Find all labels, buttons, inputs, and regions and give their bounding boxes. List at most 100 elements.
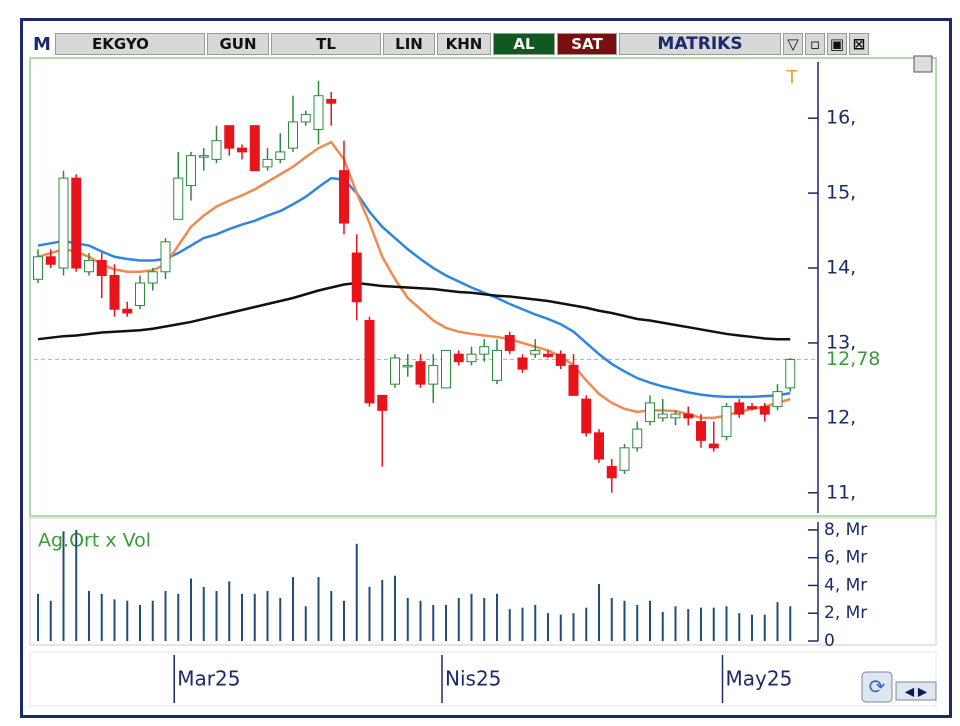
volume-bar [763,614,766,641]
candle-body [96,260,107,277]
candle-body [351,252,362,303]
volume-bar [457,597,460,641]
candle-body [147,271,158,284]
candle-body [632,428,643,449]
volume-bar [113,599,116,641]
refresh-button[interactable] [861,671,893,703]
y-tick-label: 8, Mr [824,520,867,540]
volume-bar [151,600,154,641]
candle-body [84,260,94,273]
last-price-label: 12,78 [826,348,880,370]
panel-button[interactable] [913,55,933,73]
scroll-buttons[interactable] [895,681,937,701]
volume-bar [330,591,333,641]
y-tick-label: 16, [826,107,856,129]
candle-body [262,158,273,168]
maximize-button[interactable]: ▣ [827,33,847,55]
refresh-icon: ⟳ [869,675,886,699]
candle-body [339,170,349,224]
candle-body [530,349,541,355]
volume-bar [470,593,473,641]
scale-button[interactable]: LIN [383,33,435,55]
volume-bar [100,593,103,641]
volume-bar [355,543,358,641]
volume-bar [228,581,231,641]
volume-bar [202,586,205,641]
candle-body [683,413,694,419]
symbol[interactable]: EKGYO [55,33,205,55]
candle-body [657,413,668,419]
candle-body [364,319,375,404]
panel-title: Ag.Ort x Vol [38,530,151,552]
candle-body [58,177,69,269]
volume-bar [534,604,537,641]
minimize-button[interactable]: ▫ [805,33,825,55]
y-tick-label: 14, [826,257,856,279]
candle-body [402,364,413,368]
candle-body [479,346,490,355]
volume-bar [88,591,90,641]
currency-button[interactable]: TL [271,33,381,55]
volume-bar [751,614,753,641]
volume-bar [279,597,282,641]
volume-bar [37,593,39,641]
candle-body [249,125,260,172]
volume-bar [126,600,129,641]
volume-bar [547,613,549,641]
logo: M [31,33,53,55]
candle-body [45,256,56,265]
volume-bar [445,604,447,641]
candle-body [466,353,477,363]
volume-bar [75,529,78,641]
candle-body [275,151,286,160]
khn-button[interactable]: KHN [437,33,491,55]
volume-bar [215,591,218,641]
volume-bar [687,609,690,641]
volume-panel [29,517,937,646]
candle-body [721,406,732,438]
volume-bar [241,593,243,641]
close-button[interactable]: ⊠ [849,33,869,55]
x-tick-label: Mar25 [177,667,240,691]
candle-body [33,256,43,280]
candle-body [313,95,324,130]
candle-body [135,282,145,306]
volume-bar [406,597,409,641]
sell-button[interactable]: SAT [557,33,617,55]
volume-bar [585,607,588,641]
candle-body [619,447,630,471]
buy-button[interactable]: AL [493,33,555,55]
candle-body [122,308,133,314]
dropdown-button[interactable]: ▽ [783,33,803,55]
x-tick-label: May25 [726,667,793,691]
volume-bar [62,531,65,641]
candle-body [300,113,311,123]
candle-body [645,402,655,423]
volume-bar [623,600,626,641]
volume-bar [164,591,167,641]
volume-bar [598,584,600,641]
volume-bar [304,606,307,641]
candle-body [173,177,184,220]
candle-body [759,406,770,415]
marker-label: T [786,67,799,88]
brand: MATRIKS [619,33,781,55]
volume-bar [49,600,52,641]
volume-bar [636,604,639,641]
volume-bar [700,607,702,641]
y-tick-label: 0 [824,631,835,651]
period-button[interactable]: GUN [207,33,269,55]
chart-window: M EKGYO GUN TL LIN KHN AL SAT MATRIKS ▽ … [20,18,952,718]
candle-body [555,353,566,366]
candle-body [453,353,464,363]
moving-average-line [37,281,791,341]
volume-bar [253,593,256,641]
volume-bar [508,609,511,641]
candle-body [747,406,757,410]
volume-bar [432,604,435,641]
volume-bar [190,578,192,641]
volume-bar [292,577,294,641]
y-tick-label: 2, Mr [824,603,867,623]
volume-bar [661,611,664,641]
volume-bar [712,607,715,641]
